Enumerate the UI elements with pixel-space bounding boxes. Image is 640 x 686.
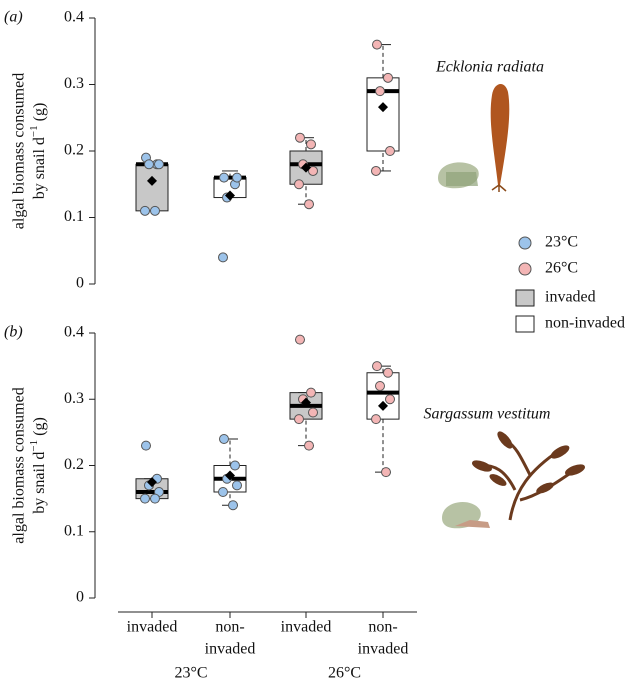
y-axis-label: by snail d−1 (g) xyxy=(28,417,48,514)
legend-label: 26°C xyxy=(545,260,578,277)
data-point xyxy=(308,407,318,418)
data-point xyxy=(306,387,316,398)
data-point xyxy=(294,179,304,190)
legend-marker xyxy=(518,236,532,250)
y-tick-label: 0.3 xyxy=(64,75,84,92)
mean-marker xyxy=(147,175,157,186)
data-point xyxy=(232,480,242,491)
mean-marker xyxy=(225,190,235,201)
data-point xyxy=(141,440,151,451)
legend-marker xyxy=(518,262,532,276)
legend-marker xyxy=(515,315,535,333)
data-point xyxy=(371,165,381,176)
data-point xyxy=(383,367,393,378)
y-axis-label-sup: −1 xyxy=(28,440,40,452)
panel-label: (a) xyxy=(4,9,23,26)
mean-marker xyxy=(225,470,235,481)
data-point xyxy=(381,467,391,478)
group-label: 26°C xyxy=(328,665,361,682)
kelp-illustration xyxy=(438,84,510,192)
mean-marker xyxy=(378,400,388,411)
group-label: 23°C xyxy=(174,665,207,682)
y-axis-label-part: by snail d xyxy=(31,452,48,514)
data-point xyxy=(140,205,150,216)
y-axis-label-unit: (g) xyxy=(31,103,48,122)
y-axis-label: algal biomass consumed xyxy=(11,387,28,543)
data-point xyxy=(385,394,395,405)
x-tick-label: invaded xyxy=(205,641,256,658)
sargassum-illustration xyxy=(472,431,585,521)
mean-marker xyxy=(147,477,157,488)
annotation: Sargassum vestitum xyxy=(424,406,551,423)
mean-marker xyxy=(378,102,388,113)
data-point xyxy=(304,440,314,451)
box xyxy=(135,163,169,212)
x-tick-label: invaded xyxy=(281,619,332,636)
data-point xyxy=(218,252,228,263)
data-point xyxy=(219,172,229,183)
y-tick-label: 0.4 xyxy=(64,9,84,26)
data-point xyxy=(372,39,382,50)
data-point xyxy=(154,159,164,170)
y-tick-label: 0.4 xyxy=(64,324,84,341)
data-point xyxy=(385,146,395,156)
y-tick-label: 0.2 xyxy=(64,142,84,159)
data-point xyxy=(375,86,385,97)
data-point xyxy=(383,72,393,83)
panel-label: (b) xyxy=(4,324,23,341)
y-axis-label: algal biomass consumed xyxy=(11,73,28,229)
data-point xyxy=(295,334,305,345)
y-axis-label: by snail d−1 (g) xyxy=(28,103,48,200)
box xyxy=(366,372,400,420)
x-tick-label: invaded xyxy=(127,619,178,636)
data-point xyxy=(294,414,304,425)
data-point xyxy=(228,500,238,511)
data-point xyxy=(232,172,242,183)
data-point xyxy=(144,159,154,170)
x-tick-label: non- xyxy=(215,619,244,636)
mean-marker xyxy=(301,397,311,408)
x-tick-label: non- xyxy=(368,619,397,636)
snail-illustration xyxy=(442,502,490,529)
x-tick-label: invaded xyxy=(358,641,409,658)
data-point xyxy=(219,434,229,444)
data-point xyxy=(150,205,160,216)
y-tick-label: 0.3 xyxy=(64,390,84,407)
data-point xyxy=(371,414,381,425)
legend-label: non-invaded xyxy=(545,315,625,332)
data-point xyxy=(140,493,150,504)
data-point xyxy=(150,493,160,504)
legend-marker xyxy=(515,289,535,307)
y-axis-label-part: by snail d xyxy=(31,137,48,199)
data-point xyxy=(304,199,314,210)
y-tick-label: 0.1 xyxy=(64,208,84,225)
data-point xyxy=(372,361,382,372)
annotation: Ecklonia radiata xyxy=(435,59,544,76)
data-point xyxy=(308,165,318,176)
y-tick-label: 0 xyxy=(76,275,84,292)
data-point xyxy=(218,487,228,497)
legend-label: 23°C xyxy=(545,234,578,251)
data-point xyxy=(375,381,385,391)
y-axis-label-sup: −1 xyxy=(28,125,40,137)
y-tick-label: 0.2 xyxy=(64,456,84,473)
y-tick-label: 0 xyxy=(76,589,84,606)
y-axis-label-unit: (g) xyxy=(31,417,48,436)
legend-label: invaded xyxy=(545,289,596,306)
y-tick-label: 0.1 xyxy=(64,522,84,539)
data-point xyxy=(295,132,305,143)
data-point xyxy=(230,460,240,471)
mean-marker xyxy=(301,162,311,173)
data-point xyxy=(306,139,316,150)
